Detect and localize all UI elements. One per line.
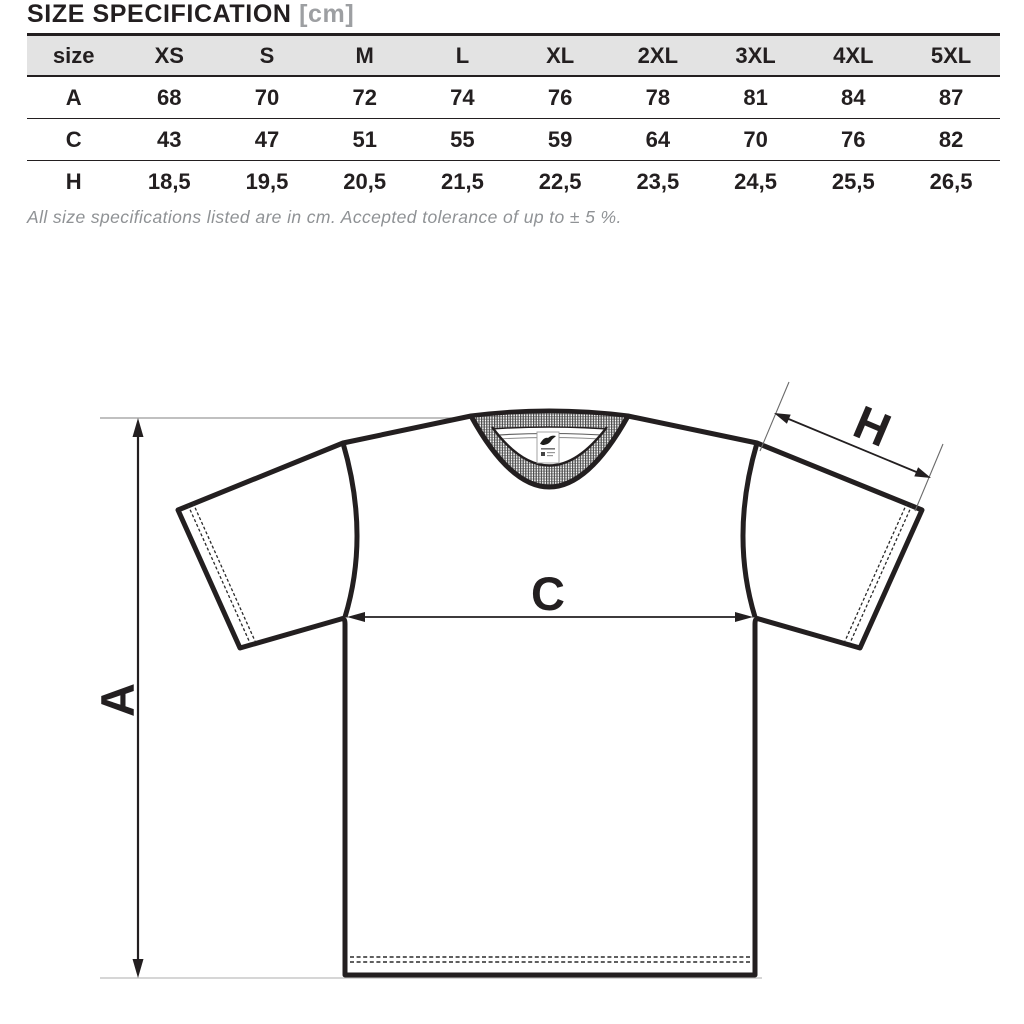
bottom-hem-stitching: [350, 956, 750, 963]
row-label-c: C: [27, 118, 121, 161]
cell-c-3xl: 70: [706, 118, 805, 161]
size-table: size XS S M L XL 2XL 3XL 4XL 5XL A 68 70…: [27, 33, 1000, 202]
collar: [468, 411, 631, 490]
chest-dimension-arrow: [347, 612, 753, 622]
collar-back-rib: [471, 411, 628, 431]
column-header-s: S: [218, 33, 316, 77]
cell-c-l: 55: [413, 118, 512, 161]
cell-h-m: 20,5: [343, 168, 387, 194]
size-table-header-row: size XS S M L XL 2XL 3XL 4XL 5XL: [27, 33, 1000, 77]
arrowhead-right: [735, 612, 753, 622]
right-armhole-seam: [740, 442, 760, 618]
height-dimension-label: A: [91, 683, 144, 717]
cell-h-5xl: 26,5: [929, 168, 973, 194]
cell-a-5xl: 87: [902, 76, 1000, 119]
cell-h-xl: 22,5: [538, 168, 582, 194]
height-dimension-arrow: [132, 418, 144, 978]
sleeve-dimension-label: H: [846, 395, 898, 457]
cell-a-2xl: 78: [609, 76, 707, 119]
arrowhead-left: [347, 612, 365, 622]
cell-a-m: 72: [315, 76, 414, 119]
column-header-3xl: 3XL: [706, 33, 805, 77]
column-header-xs: XS: [120, 33, 219, 77]
cell-a-xs: 68: [120, 76, 219, 119]
cell-h-l: 21,5: [441, 168, 484, 194]
cell-c-xs: 43: [120, 118, 219, 161]
cell-h-3xl: 24,5: [734, 168, 777, 194]
row-label-h: H: [65, 168, 82, 194]
table-row-c: C 43 47 51 55 59 64 70 76 82: [27, 118, 1000, 161]
chest-dimension-label: C: [531, 567, 565, 620]
page-title-unit: [cm]: [299, 0, 355, 28]
column-header-size: size: [27, 33, 121, 77]
sleeve-extension-line-left: [759, 381, 790, 452]
cell-c-5xl: 82: [902, 118, 1000, 161]
page-title: SIZE SPECIFICATION [cm]: [27, 0, 354, 29]
arrowhead-upper-left: [774, 413, 791, 424]
arrowhead-up: [132, 418, 144, 437]
column-header-l: L: [413, 33, 512, 77]
cell-h-2xl: 23,5: [636, 168, 680, 194]
row-label-a: A: [27, 76, 121, 119]
cell-c-2xl: 64: [609, 118, 707, 161]
tolerance-note: All size specifications listed are in cm…: [27, 207, 622, 227]
tshirt-outline: [175, 408, 925, 978]
cell-c-s: 47: [218, 118, 316, 161]
cell-c-4xl: 76: [804, 118, 903, 161]
column-header-xl: XL: [511, 33, 609, 77]
column-header-4xl: 4XL: [804, 33, 903, 77]
cell-h-4xl: 25,5: [831, 168, 875, 194]
cell-h-s: 19,5: [245, 168, 289, 194]
cell-h-xs: 18,5: [147, 168, 191, 194]
cell-c-xl: 59: [511, 118, 609, 161]
sleeve-dimension-arrow: [774, 413, 931, 478]
table-row-a: A 68 70 72 74 76 78 81 84 87: [27, 76, 1000, 119]
column-header-2xl: 2XL: [609, 33, 707, 77]
column-header-5xl: 5XL: [902, 33, 1000, 77]
cell-a-s: 70: [218, 76, 316, 119]
cell-a-4xl: 84: [804, 76, 903, 119]
left-armhole-seam: [340, 442, 360, 618]
cell-a-3xl: 81: [706, 76, 805, 119]
cell-a-xl: 76: [511, 76, 609, 119]
cell-c-m: 51: [315, 118, 414, 161]
arrowhead-lower-right: [914, 467, 931, 478]
table-row-h: H 18,5 19,5 20,5 21,5 22,5 23,5 24,5 25,…: [27, 161, 1000, 203]
brand-label: [536, 431, 560, 464]
bird-logo-icon: [540, 435, 556, 445]
cell-a-l: 74: [413, 76, 512, 119]
right-cuff-stitching: [844, 502, 913, 644]
page-title-main: SIZE SPECIFICATION: [27, 0, 292, 28]
arrowhead-down: [132, 959, 144, 978]
left-cuff-stitching: [187, 502, 256, 644]
column-header-m: M: [315, 33, 414, 77]
